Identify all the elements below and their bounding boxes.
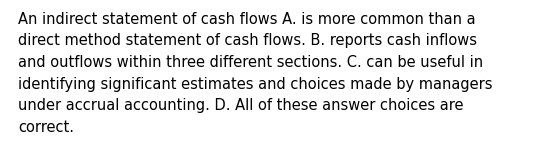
Text: under accrual accounting. D. All of these answer choices are: under accrual accounting. D. All of thes… — [18, 98, 464, 113]
Text: and outflows within three different sections. C. can be useful in: and outflows within three different sect… — [18, 55, 483, 70]
Text: correct.: correct. — [18, 120, 74, 134]
Text: identifying significant estimates and choices made by managers: identifying significant estimates and ch… — [18, 76, 493, 92]
Text: direct method statement of cash flows. B. reports cash inflows: direct method statement of cash flows. B… — [18, 34, 477, 48]
Text: An indirect statement of cash flows A. is more common than a: An indirect statement of cash flows A. i… — [18, 12, 475, 27]
